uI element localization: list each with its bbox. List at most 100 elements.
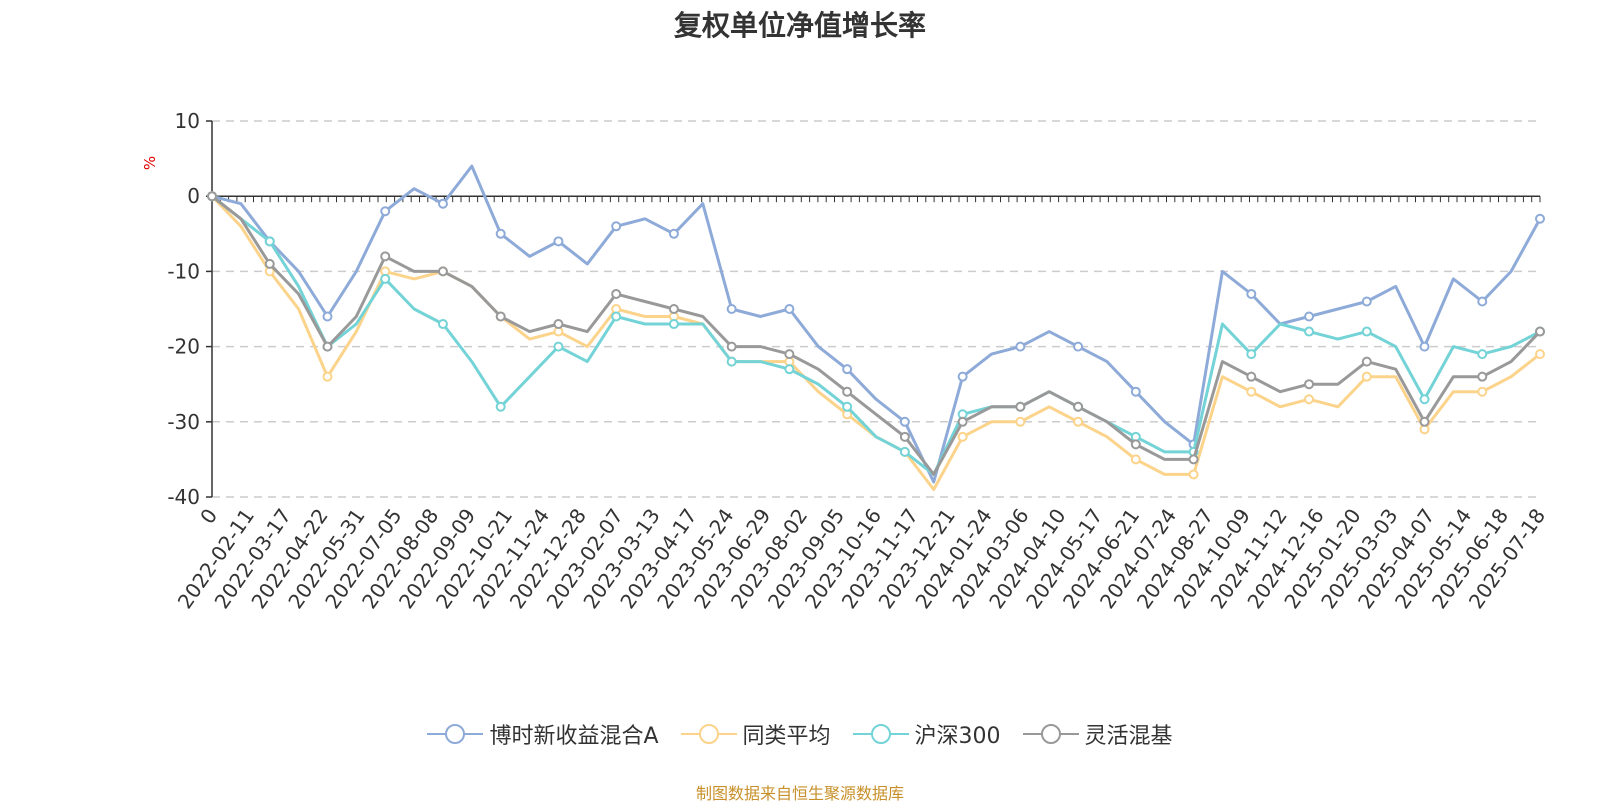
data-point (957, 431, 968, 442)
data-point (207, 191, 217, 202)
data-point (611, 311, 622, 322)
data-point (1477, 386, 1488, 397)
data-point (553, 341, 564, 352)
data-point (842, 401, 853, 412)
source-note: 制图数据来自恒生聚源数据库 (695, 784, 904, 803)
axes (206, 120, 1541, 498)
data-point (495, 401, 506, 412)
data-point (495, 228, 506, 239)
data-point (1477, 371, 1488, 382)
legend-label: 博时新收益混合A (489, 724, 659, 749)
grid-lines (212, 120, 1540, 498)
series-line-1 (211, 164, 1542, 484)
data-point (1535, 213, 1545, 224)
data-point (1073, 401, 1084, 412)
legend-marker-icon (852, 724, 909, 744)
legend: 博时新收益混合A 同类平均 沪深300 灵活混基 (0, 718, 1600, 750)
data-point (1477, 296, 1488, 307)
data-point (784, 364, 795, 375)
data-point (553, 319, 564, 330)
data-point (264, 258, 275, 269)
data-point (784, 349, 795, 360)
legend-item-4[interactable]: 灵活混基 (1022, 718, 1173, 750)
data-point (1535, 349, 1545, 360)
y-tick-label: -30 (167, 410, 200, 434)
y-axis-unit: % (141, 156, 159, 170)
data-point (957, 371, 968, 382)
data-point (611, 221, 622, 232)
data-point (1304, 394, 1315, 405)
data-point (1073, 341, 1084, 352)
data-point (1361, 296, 1372, 307)
y-tick-label: -10 (167, 259, 200, 283)
data-point (495, 311, 506, 322)
y-tick-label: 0 (187, 184, 200, 208)
data-point (726, 304, 737, 314)
data-point (1246, 371, 1257, 382)
data-point (784, 304, 795, 314)
data-point (668, 304, 679, 314)
legend-item-3[interactable]: 沪深300 (852, 718, 1001, 750)
legend-marker-icon (1022, 724, 1079, 744)
data-point (1130, 439, 1141, 450)
data-point (1361, 371, 1372, 382)
data-point (1188, 454, 1199, 465)
data-point (1073, 416, 1084, 427)
data-point (1419, 394, 1430, 405)
data-point (380, 206, 391, 217)
legend-item-2[interactable]: 同类平均 (680, 718, 831, 750)
data-point (553, 236, 564, 247)
data-point (1015, 416, 1026, 427)
data-point (1188, 469, 1199, 480)
series-lines (207, 164, 1545, 491)
data-point (1130, 386, 1141, 397)
legend-marker-icon (427, 724, 484, 744)
data-point (437, 319, 448, 330)
data-point (1304, 379, 1315, 390)
y-tick-label: 10 (175, 109, 200, 133)
data-point (1361, 326, 1372, 337)
series-line-4 (211, 195, 1542, 476)
data-point (726, 341, 737, 352)
data-point (322, 341, 333, 352)
axis-labels: 100-10-20-30-4002022-02-112022-03-172022… (167, 109, 1550, 613)
legend-label: 灵活混基 (1084, 724, 1173, 749)
data-point (842, 364, 853, 375)
data-point (668, 228, 679, 239)
series-line-2 (210, 195, 1541, 491)
legend-label: 沪深300 (914, 724, 1001, 749)
legend-label: 同类平均 (742, 724, 831, 749)
data-point (1477, 349, 1488, 360)
data-point (1535, 326, 1545, 337)
data-point (899, 431, 910, 442)
data-point (380, 251, 391, 262)
y-tick-label: -40 (167, 485, 200, 509)
data-point (322, 371, 333, 382)
data-point (1015, 341, 1026, 352)
data-point (437, 266, 448, 277)
data-point (1246, 349, 1257, 360)
y-tick-label: -20 (167, 335, 200, 359)
data-point (437, 198, 448, 209)
data-point (611, 288, 622, 299)
data-point (899, 446, 910, 457)
data-point (726, 356, 737, 367)
chart-title: 复权单位净值增长率 (673, 9, 926, 42)
data-point (1419, 341, 1430, 352)
legend-item-1[interactable]: 博时新收益混合A (427, 718, 659, 750)
series-line-3 (211, 195, 1541, 476)
data-point (1304, 311, 1315, 322)
data-point (1304, 326, 1315, 337)
data-point (1246, 386, 1257, 397)
data-point (380, 273, 391, 284)
data-point (1130, 454, 1141, 465)
data-point (1361, 356, 1372, 367)
data-point (668, 319, 679, 330)
data-point (1419, 416, 1430, 427)
data-point (322, 311, 333, 322)
data-point (842, 386, 853, 397)
data-point (899, 416, 910, 427)
legend-marker-icon (680, 724, 737, 744)
data-point (1015, 401, 1026, 412)
